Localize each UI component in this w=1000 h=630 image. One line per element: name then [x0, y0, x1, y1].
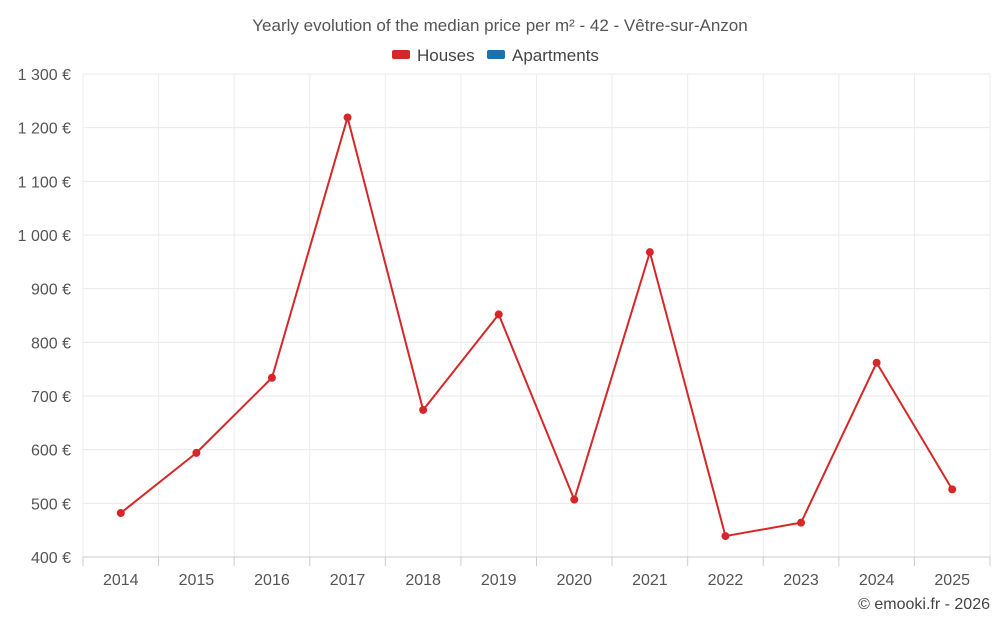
- y-tick-label: 1 100 €: [18, 174, 71, 191]
- x-axis: 2014 2015 2016 2017 2018 2019 2020 2021 2022 2023…: [82, 556, 991, 589]
- y-tick-label: 1 300 €: [18, 67, 71, 84]
- data-point: [570, 495, 579, 504]
- grid: [82, 73, 991, 558]
- x-tick-label: 2015: [179, 572, 215, 589]
- x-tick-label: 2024: [859, 572, 895, 589]
- x-tick-label: 2019: [481, 572, 517, 589]
- y-axis: 400 € 500 € 600 € 700 € 800 € 900 € 1 000 € 1 1…: [18, 67, 71, 567]
- x-tick-label: 2016: [254, 572, 290, 589]
- x-tick-label: 2021: [632, 572, 668, 589]
- y-tick-label: 900 €: [31, 282, 71, 299]
- legend-item-houses[interactable]: Houses: [392, 46, 475, 65]
- data-point: [116, 508, 125, 517]
- y-tick-label: 500 €: [31, 496, 71, 513]
- data-point: [494, 310, 503, 319]
- legend-label-apartments: Apartments: [512, 46, 599, 65]
- data-point: [343, 113, 352, 122]
- data-point: [872, 358, 881, 367]
- legend-label-houses: Houses: [417, 46, 475, 65]
- y-tick-label: 700 €: [31, 389, 71, 406]
- x-tick-label: 2017: [330, 572, 366, 589]
- y-tick-label: 600 €: [31, 443, 71, 460]
- x-tick-label: 2025: [934, 572, 970, 589]
- y-tick-label: 1 000 €: [18, 228, 71, 245]
- x-tick-label: 2022: [708, 572, 744, 589]
- data-point: [267, 373, 276, 382]
- legend-swatch-apartments: [487, 50, 505, 59]
- data-point: [192, 448, 201, 457]
- legend: Houses Apartments: [392, 46, 599, 65]
- y-tick-label: 1 200 €: [18, 121, 71, 138]
- data-point: [948, 485, 957, 494]
- x-tick-label: 2018: [405, 572, 441, 589]
- x-tick-label: 2020: [556, 572, 592, 589]
- data-point: [645, 248, 654, 257]
- x-tick-label: 2023: [783, 572, 819, 589]
- chart-title: Yearly evolution of the median price per…: [252, 16, 747, 35]
- x-tick-label: 2014: [103, 572, 139, 589]
- data-point: [419, 405, 428, 414]
- series-line-houses: [120, 116, 954, 538]
- legend-item-apartments[interactable]: Apartments: [487, 46, 599, 65]
- series-layer: [116, 113, 957, 541]
- data-point: [721, 532, 730, 541]
- y-tick-label: 800 €: [31, 335, 71, 352]
- y-tick-label: 400 €: [31, 550, 71, 567]
- legend-swatch-houses: [392, 50, 410, 59]
- credit-text: © emooki.fr - 2026: [858, 596, 990, 613]
- data-point: [797, 518, 806, 527]
